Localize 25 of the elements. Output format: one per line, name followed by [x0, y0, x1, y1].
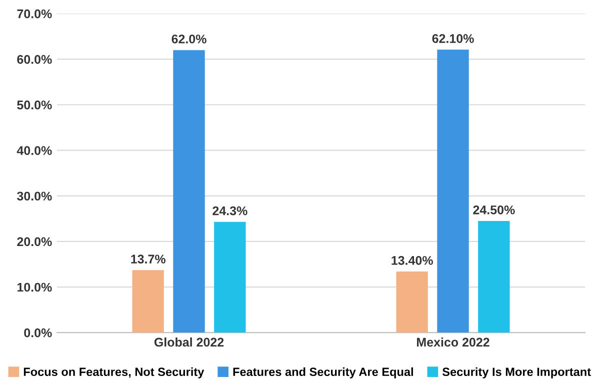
y-tick-label: 10.0% — [17, 282, 52, 292]
bar — [396, 272, 428, 333]
y-tick-label: 0.0% — [24, 328, 52, 338]
y-tick-label: 50.0% — [17, 100, 52, 110]
legend-label: Features and Security Are Equal — [233, 367, 413, 378]
legend-label: Security Is More Important — [442, 367, 591, 378]
x-tick-label: Global 2022 — [154, 337, 224, 347]
y-tick-label: 30.0% — [16, 192, 52, 201]
bar — [132, 270, 164, 333]
x-tick-label: Mexico 2022 — [417, 337, 490, 347]
data-label: 24.3% — [212, 206, 248, 216]
bar — [173, 50, 205, 333]
y-tick-label: 40.0% — [16, 146, 52, 155]
bar — [437, 50, 469, 333]
data-label: 13.7% — [131, 254, 166, 264]
data-label: 24.50% — [473, 205, 515, 214]
y-tick-label: 20.0% — [17, 237, 52, 246]
data-label: 13.40% — [392, 256, 433, 265]
bar — [214, 222, 246, 333]
legend-label: Focus on Features, Not Security — [24, 367, 204, 378]
y-tick-label: 70.0% — [17, 9, 52, 18]
data-label: 62.0% — [172, 34, 206, 44]
bar — [478, 220, 510, 333]
y-tick-label: 60.0% — [17, 54, 52, 64]
data-label: 62.10% — [432, 34, 474, 43]
